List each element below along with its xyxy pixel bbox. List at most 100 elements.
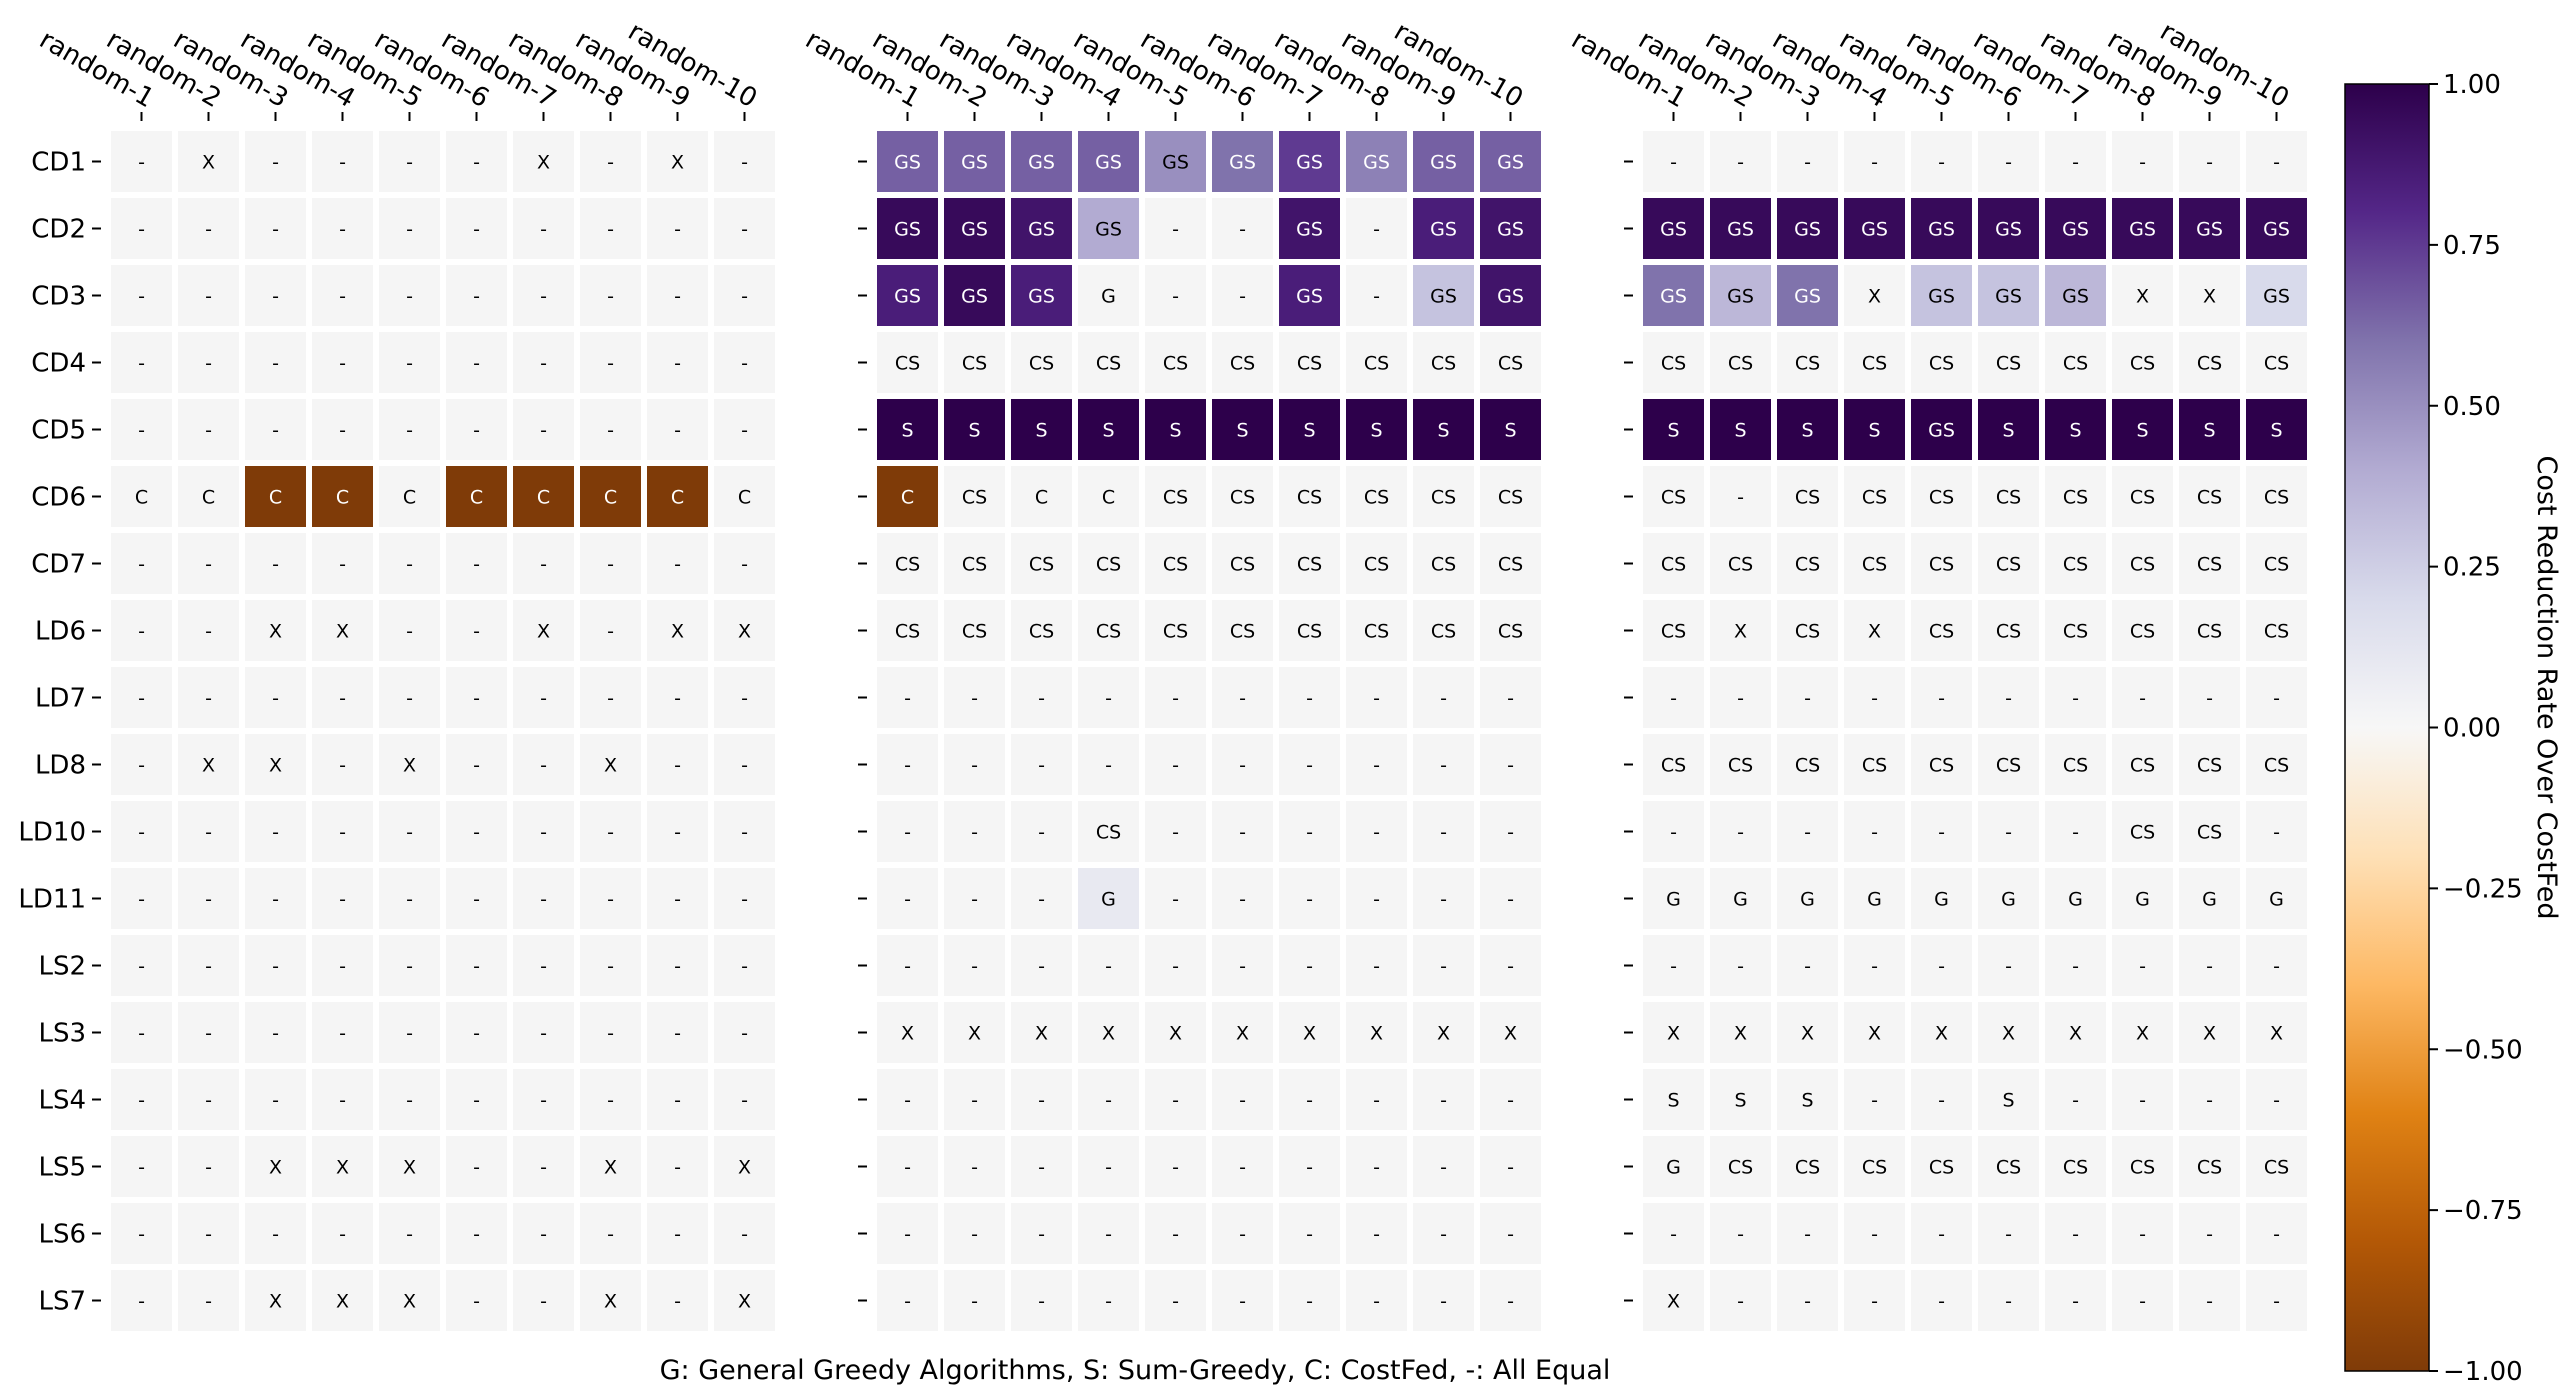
- cell-label: X: [2069, 1023, 2082, 1045]
- cell-label: -: [674, 889, 681, 911]
- heatmap-cell: [2246, 131, 2307, 192]
- heatmap-cell: [379, 935, 440, 996]
- cell-label: -: [971, 1224, 978, 1246]
- heatmap-cell: [2112, 533, 2173, 594]
- cell-label: X: [1734, 1023, 1747, 1045]
- cell-label: GS: [1095, 152, 1122, 174]
- heatmap-cell: [312, 801, 373, 862]
- cell-label: CS: [2063, 755, 2088, 777]
- heatmap-cell: [1777, 131, 1838, 192]
- cell-label: -: [1105, 1090, 1112, 1112]
- heatmap-cell: [1346, 1203, 1407, 1264]
- heatmap-cell: [877, 466, 938, 527]
- cell-label: -: [1239, 889, 1246, 911]
- heatmap-cell: [2179, 332, 2240, 393]
- cell-label: C: [1102, 487, 1115, 509]
- heatmap-cell: [379, 533, 440, 594]
- cell-label: -: [1938, 1090, 1945, 1112]
- cell-label: -: [607, 889, 614, 911]
- heatmap-cell: [1145, 1203, 1206, 1264]
- cell-label: -: [473, 1224, 480, 1246]
- cell-label: X: [1868, 1023, 1881, 1045]
- cell-label: -: [540, 1023, 547, 1045]
- y-tick-label: CD2: [31, 215, 86, 245]
- y-tick-label: LS5: [38, 1153, 86, 1183]
- cell-label: GS: [1028, 152, 1055, 174]
- cell-label: -: [272, 152, 279, 174]
- heatmap-cell: [1480, 399, 1541, 460]
- heatmap-cell: [944, 1203, 1005, 1264]
- cell-label: CS: [1996, 554, 2021, 576]
- cell-label: CS: [2130, 1157, 2155, 1179]
- cell-label: CS: [1862, 353, 1887, 375]
- cell-label: G: [1666, 1157, 1681, 1179]
- cell-label: CS: [2264, 487, 2289, 509]
- heatmap-cell: [1710, 533, 1771, 594]
- cell-label: -: [205, 1291, 212, 1313]
- cell-label: -: [1804, 822, 1811, 844]
- heatmap-cell: [1279, 1069, 1340, 1130]
- heatmap-cell: [178, 801, 239, 862]
- cell-label: CS: [1297, 621, 1322, 643]
- cell-label: -: [1440, 688, 1447, 710]
- heatmap-cell: [312, 1002, 373, 1063]
- cell-label: S: [1801, 420, 1813, 442]
- cell-label: X: [269, 755, 282, 777]
- heatmap-cell: [1911, 533, 1972, 594]
- cell-label: C: [537, 487, 550, 509]
- heatmap-cell: [580, 1270, 641, 1331]
- cell-label: -: [339, 822, 346, 844]
- cell-label: -: [473, 755, 480, 777]
- cell-label: -: [674, 286, 681, 308]
- heatmap-cell: [877, 1203, 938, 1264]
- cell-label: X: [738, 621, 751, 643]
- cell-label: -: [2206, 1090, 2213, 1112]
- heatmap-cell: [647, 332, 708, 393]
- cell-label: -: [1507, 1224, 1514, 1246]
- heatmap-cell: [1145, 935, 1206, 996]
- cell-label: X: [537, 621, 550, 643]
- cell-label: -: [1737, 1224, 1744, 1246]
- cell-label: -: [339, 1090, 346, 1112]
- cell-label: X: [1935, 1023, 1948, 1045]
- cell-label: -: [904, 889, 911, 911]
- cell-label: -: [2139, 688, 2146, 710]
- heatmap-cell: [1777, 1069, 1838, 1130]
- heatmap-cell: [1145, 1069, 1206, 1130]
- heatmap-cell: [1643, 399, 1704, 460]
- y-tick-label: LS3: [38, 1019, 86, 1049]
- heatmap-cell: [2112, 667, 2173, 728]
- heatmap-cell: [446, 265, 507, 326]
- cell-label: -: [2005, 688, 2012, 710]
- cell-label: CS: [1795, 621, 1820, 643]
- colorbar-tick-label: −0.50: [2443, 1035, 2523, 1065]
- heatmap-cell: [714, 131, 775, 192]
- heatmap-cell: [1710, 801, 1771, 862]
- cell-label: -: [904, 755, 911, 777]
- cell-label: -: [607, 554, 614, 576]
- heatmap-cell: [1212, 734, 1273, 795]
- heatmap-cell: [1078, 667, 1139, 728]
- heatmap-cell: [2246, 734, 2307, 795]
- heatmap-cell: [714, 1002, 775, 1063]
- heatmap-cell: [1078, 466, 1139, 527]
- heatmap-cell: [312, 868, 373, 929]
- cell-label: CS: [2197, 554, 2222, 576]
- heatmap-cell: [1643, 734, 1704, 795]
- heatmap-cell: [446, 935, 507, 996]
- heatmap-cell: [446, 466, 507, 527]
- cell-label: GS: [1794, 286, 1821, 308]
- heatmap-cell: [1078, 1069, 1139, 1130]
- heatmap-cell: [1212, 533, 1273, 594]
- heatmap-cell: [647, 1002, 708, 1063]
- cell-label: CS: [1230, 487, 1255, 509]
- cell-label: -: [1373, 1090, 1380, 1112]
- heatmap-cell: [2179, 734, 2240, 795]
- cell-label: CS: [1364, 621, 1389, 643]
- heatmap-cell: [1078, 734, 1139, 795]
- heatmap-cell: [714, 1069, 775, 1130]
- cell-label: -: [741, 1023, 748, 1045]
- cell-label: S: [1667, 420, 1679, 442]
- cell-label: -: [1038, 1090, 1045, 1112]
- cell-label: -: [1239, 956, 1246, 978]
